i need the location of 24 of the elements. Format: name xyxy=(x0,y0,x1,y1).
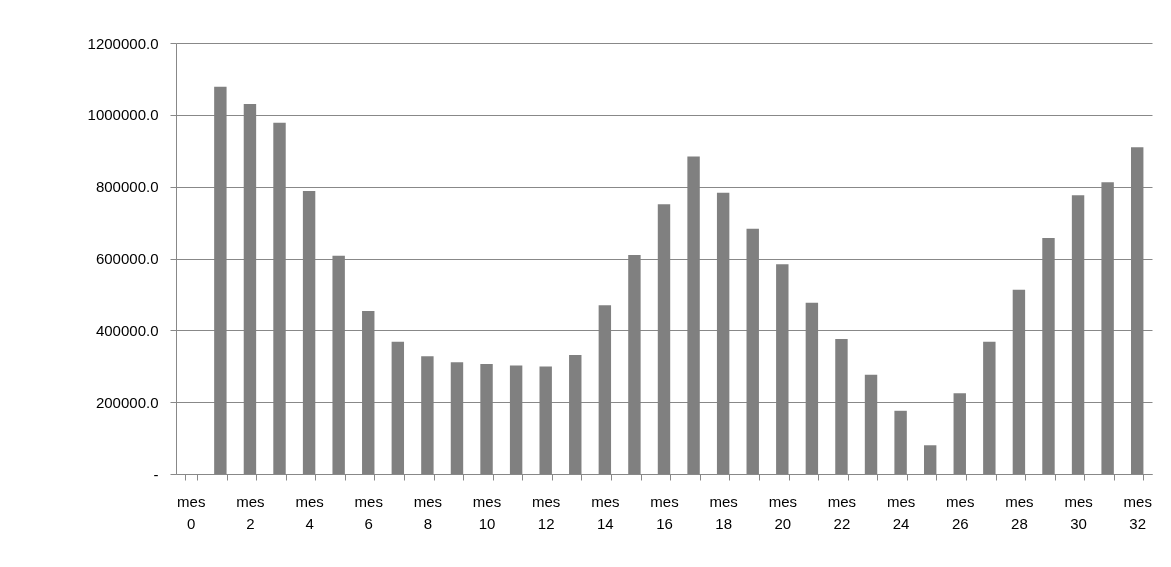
x-tick-label: mes 6 xyxy=(354,492,383,532)
x-tick-label: mes 8 xyxy=(413,492,443,532)
x-tick-label: mes 14 xyxy=(591,492,620,532)
x-tick-label: mes 18 xyxy=(709,492,738,532)
x-tick-label: mes 12 xyxy=(532,492,561,532)
x-tick-label: mes 28 xyxy=(1005,492,1034,532)
x-tick-label: mes 26 xyxy=(946,492,975,532)
x-tick-label: mes 32 xyxy=(1123,492,1152,532)
x-tick-label: mes 24 xyxy=(886,492,916,532)
y-tick-label: 600000.0 xyxy=(95,250,159,267)
x-tick-label: mes 4 xyxy=(295,492,324,532)
x-tick-label: mes 20 xyxy=(768,492,797,532)
x-tick-label: mes 16 xyxy=(650,492,679,532)
y-tick-label: - xyxy=(153,465,159,483)
x-tick-label: mes 22 xyxy=(827,492,857,532)
y-tick-label: 1000000.0 xyxy=(87,106,159,124)
y-tick-label: 200000.0 xyxy=(95,393,159,411)
x-tick-label: mes 30 xyxy=(1064,492,1093,532)
x-tick-label: mes 0 xyxy=(177,492,206,532)
x-tick-label: mes 10 xyxy=(472,492,502,532)
y-tick-label: 400000.0 xyxy=(95,321,159,339)
x-tick-label: mes 2 xyxy=(236,492,265,532)
y-tick-label: 800000.0 xyxy=(95,178,159,196)
y-tick-label: 1200000.0 xyxy=(87,34,159,52)
